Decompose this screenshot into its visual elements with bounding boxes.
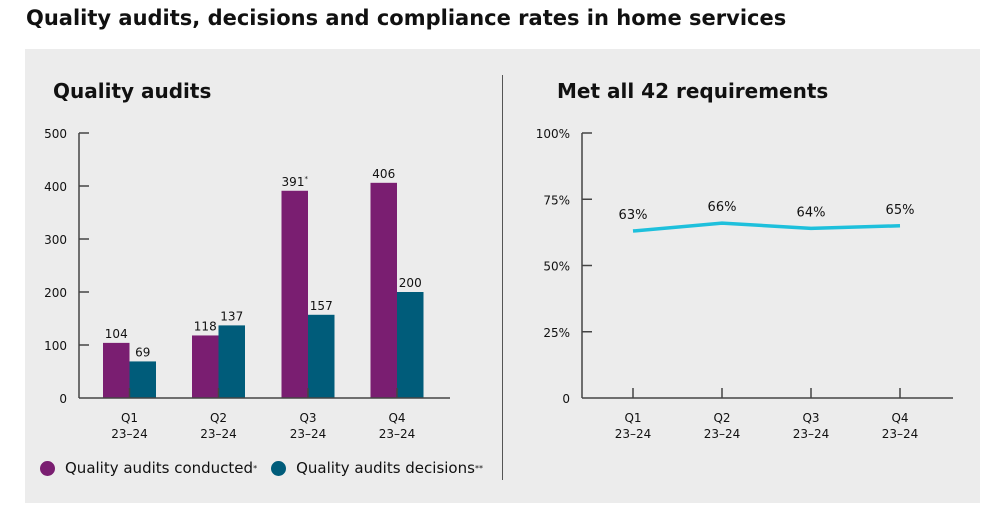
divider (502, 75, 503, 480)
y-tick-label: 300 (44, 233, 67, 247)
legend-item-decisions: Quality audits decisions ** (271, 459, 483, 477)
line-value-label: 63% (619, 208, 648, 223)
bar-conducted (192, 335, 219, 398)
y-tick-label: 200 (44, 286, 67, 300)
bar-conducted (370, 182, 397, 398)
x-tick-label: Q1 (624, 411, 641, 425)
bar-value-label: 406 (372, 167, 395, 181)
y-tick-label: 0 (59, 392, 67, 406)
x-tick-label: Q2 (210, 411, 227, 425)
y-tick-label: 500 (44, 127, 67, 141)
bar-value-label: 104 (105, 327, 128, 341)
line-value-label: 65% (886, 203, 915, 218)
y-tick-label: 50% (543, 260, 570, 274)
bar-conducted (103, 342, 130, 398)
x-tick-label: 23–24 (882, 427, 919, 441)
bar-value-label: 391* (282, 175, 309, 189)
x-tick-label: 23–24 (704, 427, 741, 441)
bar-decisions (397, 292, 424, 398)
x-tick-label: 23–24 (615, 427, 652, 441)
y-tick-label: 100 (44, 339, 67, 353)
legend-note: * (253, 463, 258, 473)
y-tick-label: 100% (536, 127, 570, 141)
x-tick-label: Q4 (891, 411, 908, 425)
main-title: Quality audits, decisions and compliance… (26, 6, 787, 30)
x-tick-label: Q3 (802, 411, 819, 425)
x-tick-label: Q4 (388, 411, 405, 425)
legend: Quality audits conducted * Quality audits… (40, 459, 497, 477)
legend-note: ** (474, 463, 483, 473)
bar-value-label: 137 (220, 309, 243, 323)
legend-label-decisions: Quality audits decisions (296, 459, 475, 477)
legend-swatch-decisions (271, 460, 287, 476)
x-tick-label: Q1 (121, 411, 138, 425)
x-tick-label: 23–24 (793, 427, 830, 441)
x-tick-label: Q3 (299, 411, 316, 425)
bar-value-label: 69 (135, 345, 150, 359)
x-tick-label: 23–24 (290, 427, 327, 441)
x-tick-label: 23–24 (111, 427, 148, 441)
bar-decisions (308, 314, 335, 398)
x-tick-label: Q2 (713, 411, 730, 425)
bar-value-label: 157 (310, 299, 333, 313)
y-tick-label: 75% (543, 193, 570, 207)
bar-value-label: 118 (194, 319, 217, 333)
bar-conducted (281, 190, 308, 398)
y-tick-label: 400 (44, 180, 67, 194)
bar-chart-title: Quality audits (53, 79, 212, 103)
legend-swatch-conducted (40, 460, 55, 476)
y-tick-label: 25% (543, 326, 570, 340)
line-value-label: 64% (797, 205, 826, 220)
bar-value-label: 200 (399, 276, 422, 290)
line-chart-title: Met all 42 requirements (557, 79, 829, 103)
line-value-label: 66% (708, 200, 737, 215)
line-series (632, 221, 901, 233)
x-tick-label: 23–24 (379, 427, 416, 441)
bar-decisions (129, 361, 156, 398)
legend-label-conducted: Quality audits conducted (65, 459, 254, 477)
x-tick-label: 23–24 (200, 427, 237, 441)
y-tick-label: 0 (562, 392, 570, 406)
bar-decisions (218, 325, 245, 398)
legend-item-conducted: Quality audits conducted * (40, 459, 257, 477)
